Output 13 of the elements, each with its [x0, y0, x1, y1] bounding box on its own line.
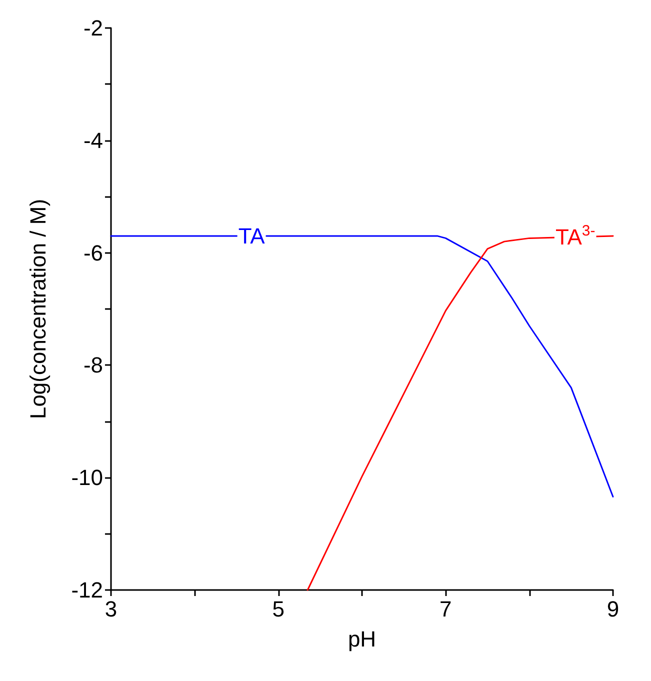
y-tick-label: -8 — [83, 352, 103, 378]
x-tick-label: 7 — [440, 596, 452, 622]
x-tick-label: 3 — [104, 596, 118, 622]
x-axis-title: pH — [348, 626, 376, 652]
y-tick-label: -10 — [71, 465, 103, 490]
x-tick-label: 5 — [272, 596, 284, 622]
series-label: TA — [238, 223, 266, 248]
y-tick-label: -2 — [83, 16, 103, 40]
y-axis-title: Log(concentration / M) — [26, 198, 50, 420]
x-tick-label: 9 — [606, 596, 620, 622]
y-tick-label: -4 — [83, 128, 103, 153]
y-tick-label: -12 — [71, 578, 103, 602]
y-tick-label: -6 — [83, 240, 103, 266]
